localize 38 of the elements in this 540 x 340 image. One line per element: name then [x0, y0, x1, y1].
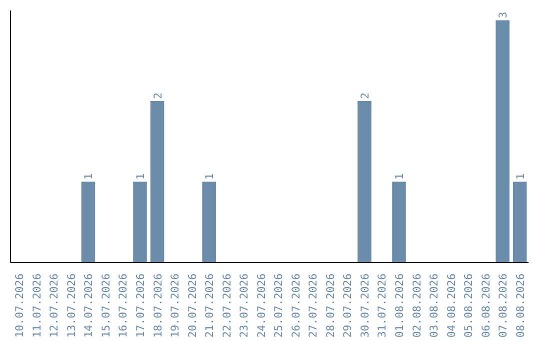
x-tick-label: 01.08.2026 [393, 274, 406, 338]
x-tick-label: 30.07.2026 [358, 274, 372, 338]
data-label: 1 [203, 173, 216, 180]
x-tick-label: 15.07.2026 [99, 274, 112, 338]
x-tick-label: 08.08.2026 [514, 274, 527, 338]
data-label: 2 [151, 92, 164, 99]
x-tick-label: 19.07.2026 [168, 274, 182, 338]
x-tick-label: 10.07.2026 [13, 274, 26, 338]
x-tick-label: 13.07.2026 [64, 274, 78, 338]
x-tick-label: 27.07.2026 [306, 274, 320, 338]
x-tick-label: 21.07.2026 [203, 274, 216, 338]
x-tick-label: 14.07.2026 [82, 274, 96, 338]
data-label: 1 [134, 173, 147, 180]
x-tick-label: 02.08.2026 [410, 274, 424, 338]
x-tick-label: 11.07.2026 [30, 274, 44, 338]
x-tick-label: 31.07.2026 [376, 274, 389, 338]
x-tick-label: 25.07.2026 [272, 274, 286, 338]
x-tick-label: 18.07.2026 [151, 274, 164, 338]
data-label: 1 [514, 173, 527, 180]
x-tick-label: 23.07.2026 [238, 274, 251, 338]
x-tick-label: 20.07.2026 [186, 274, 199, 338]
data-label: 1 [82, 173, 96, 180]
x-tick-label: 06.08.2026 [479, 274, 492, 338]
x-tick-label: 26.07.2026 [289, 274, 302, 338]
x-tick-label: 05.08.2026 [462, 274, 476, 338]
x-tick-label: 17.07.2026 [134, 274, 147, 338]
x-tick-label: 04.08.2026 [444, 274, 458, 338]
x-tick-label: 07.08.2026 [496, 274, 510, 338]
data-label: 2 [358, 92, 372, 99]
x-tick-label: 12.07.2026 [48, 274, 61, 338]
x-tick-label: 28.07.2026 [324, 274, 337, 338]
x-tick-label: 22.07.2026 [220, 274, 234, 338]
data-label: 1 [393, 173, 406, 180]
x-tick-label: 16.07.2026 [116, 274, 130, 338]
x-tick-label: 03.08.2026 [428, 274, 441, 338]
x-tick-label: 24.07.2026 [254, 274, 268, 338]
data-label: 3 [496, 12, 510, 18]
x-tick-label: 29.07.2026 [341, 274, 354, 338]
